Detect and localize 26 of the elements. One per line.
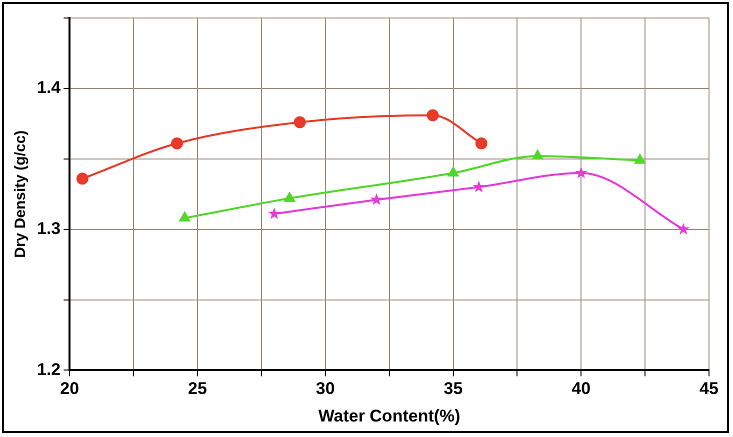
x-tick-label: 25 <box>188 379 207 398</box>
x-tick-label: 40 <box>572 379 591 398</box>
point <box>677 222 690 235</box>
point <box>472 180 486 192</box>
point <box>171 137 184 150</box>
point <box>268 207 280 220</box>
point <box>370 193 383 205</box>
y-tick-label: 1.2 <box>36 360 61 379</box>
point <box>448 166 459 176</box>
y-tick-label: 1.3 <box>36 219 61 238</box>
x-tick-label: 30 <box>316 379 335 398</box>
x-tick-label: 20 <box>60 379 80 398</box>
point <box>634 154 646 164</box>
point <box>294 116 306 128</box>
x-axis-title: Water Content(%) <box>318 406 460 426</box>
x-tick-label: 45 <box>700 379 718 398</box>
point <box>532 150 543 160</box>
point <box>426 109 439 122</box>
point <box>475 137 488 150</box>
point <box>284 192 295 202</box>
y-tick-label: 1.4 <box>36 78 62 98</box>
point <box>179 212 190 222</box>
x-tick-label: 35 <box>444 379 463 398</box>
point <box>76 172 88 185</box>
point <box>574 166 588 178</box>
y-axis-title: Dry Density (g/cc) <box>12 130 30 258</box>
